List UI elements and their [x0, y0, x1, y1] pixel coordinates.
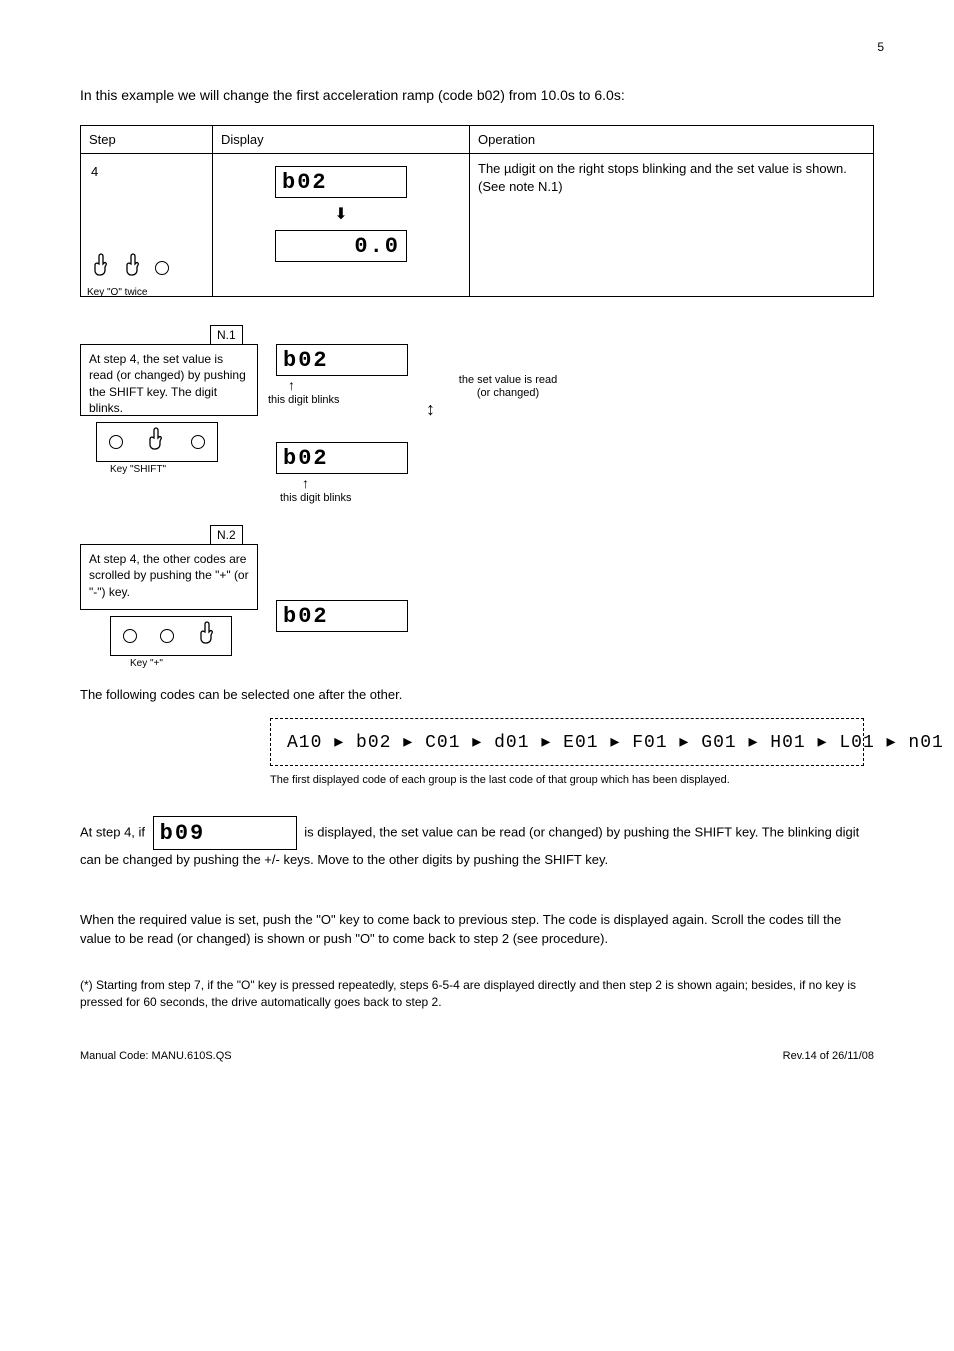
down-arrow-icon: ⬇ [334, 204, 347, 224]
final-paragraph: When the required value is set, push the… [80, 910, 874, 949]
step-cell: 4 Key "O" twice [81, 154, 213, 297]
col-header-display: Display [213, 126, 470, 154]
hand-icon [146, 427, 168, 458]
lcd-display-inline: b09 [153, 816, 297, 850]
footer-right: Rev.14 of 26/11/08 [783, 1050, 874, 1062]
key-dot-icon [123, 629, 137, 643]
procedure-table: Step Display Operation 4 Key "O" twice [80, 125, 874, 297]
key-caption: Key "+" [130, 658, 258, 669]
operation-cell: The µdigit on the right stops blinking a… [470, 154, 874, 297]
para2-pre: At step 4, if [80, 825, 149, 840]
up-arrow-icon: ↑ [288, 378, 295, 392]
col-header-operation: Operation [470, 126, 874, 154]
up-arrow-icon: ↑ [302, 476, 309, 490]
note-label: N.1 [210, 325, 243, 345]
key-caption: Key "O" twice [87, 287, 147, 298]
o-key-icon [155, 261, 169, 275]
key-dot-icon [109, 435, 123, 449]
note2-para: The following codes can be selected one … [80, 687, 874, 702]
note2-para2: At step 4, if b09 is displayed, the set … [80, 816, 874, 870]
key-caption: Key "SHIFT" [110, 464, 258, 475]
hand-icon [123, 253, 145, 282]
set-read-label: the set value is read (or changed) [453, 374, 563, 400]
lcd-display: b02 [276, 442, 408, 474]
key-dot-icon [160, 629, 174, 643]
lcd-display: b02 [276, 600, 408, 632]
double-arrow-icon: ↕ [426, 399, 435, 420]
code-sequence-box: A10 ▸ b02 ▸ C01 ▸ d01 ▸ E01 ▸ F01 ▸ G01 … [270, 718, 864, 766]
note-2: N.2 At step 4, the other codes are scrol… [80, 525, 874, 870]
keys-box [110, 616, 232, 656]
hand-icon [91, 253, 113, 282]
lcd-display: b02 [276, 344, 408, 376]
operation-text: The µdigit on the right stops blinking a… [478, 160, 865, 196]
footnote: (*) Starting from step 7, if the "O" key… [80, 977, 874, 1011]
col-header-step: Step [81, 126, 213, 154]
note-body: At step 4, the other codes are scrolled … [80, 544, 258, 610]
key-dot-icon [191, 435, 205, 449]
lcd-display-bottom: 0.0 [275, 230, 407, 262]
note-label: N.2 [210, 525, 243, 545]
intro-paragraph: In this example we will change the first… [80, 85, 874, 105]
page-number: 5 [877, 40, 884, 54]
note-1: N.1 At step 4, the set value is read (or… [80, 325, 874, 475]
lcd-display-top: b02 [275, 166, 407, 198]
note-body: At step 4, the set value is read (or cha… [80, 344, 258, 416]
step-number: 4 [89, 160, 204, 183]
page-footer: Manual Code: MANU.610S.QS Rev.14 of 26/1… [80, 1050, 874, 1062]
footer-left: Manual Code: MANU.610S.QS [80, 1050, 232, 1062]
keys-box [96, 422, 218, 462]
display-cell: b02 ⬇ 0.0 [213, 154, 470, 297]
blink-label: this digit blinks [280, 492, 352, 504]
sequence-caption: The first displayed code of each group i… [270, 774, 874, 786]
note1-lcd-column: b02 ↑ this digit blinks b02 ↑ this digit… [276, 344, 408, 474]
key-row [91, 253, 169, 282]
blink-label: this digit blinks [268, 394, 340, 406]
hand-icon [197, 621, 219, 652]
